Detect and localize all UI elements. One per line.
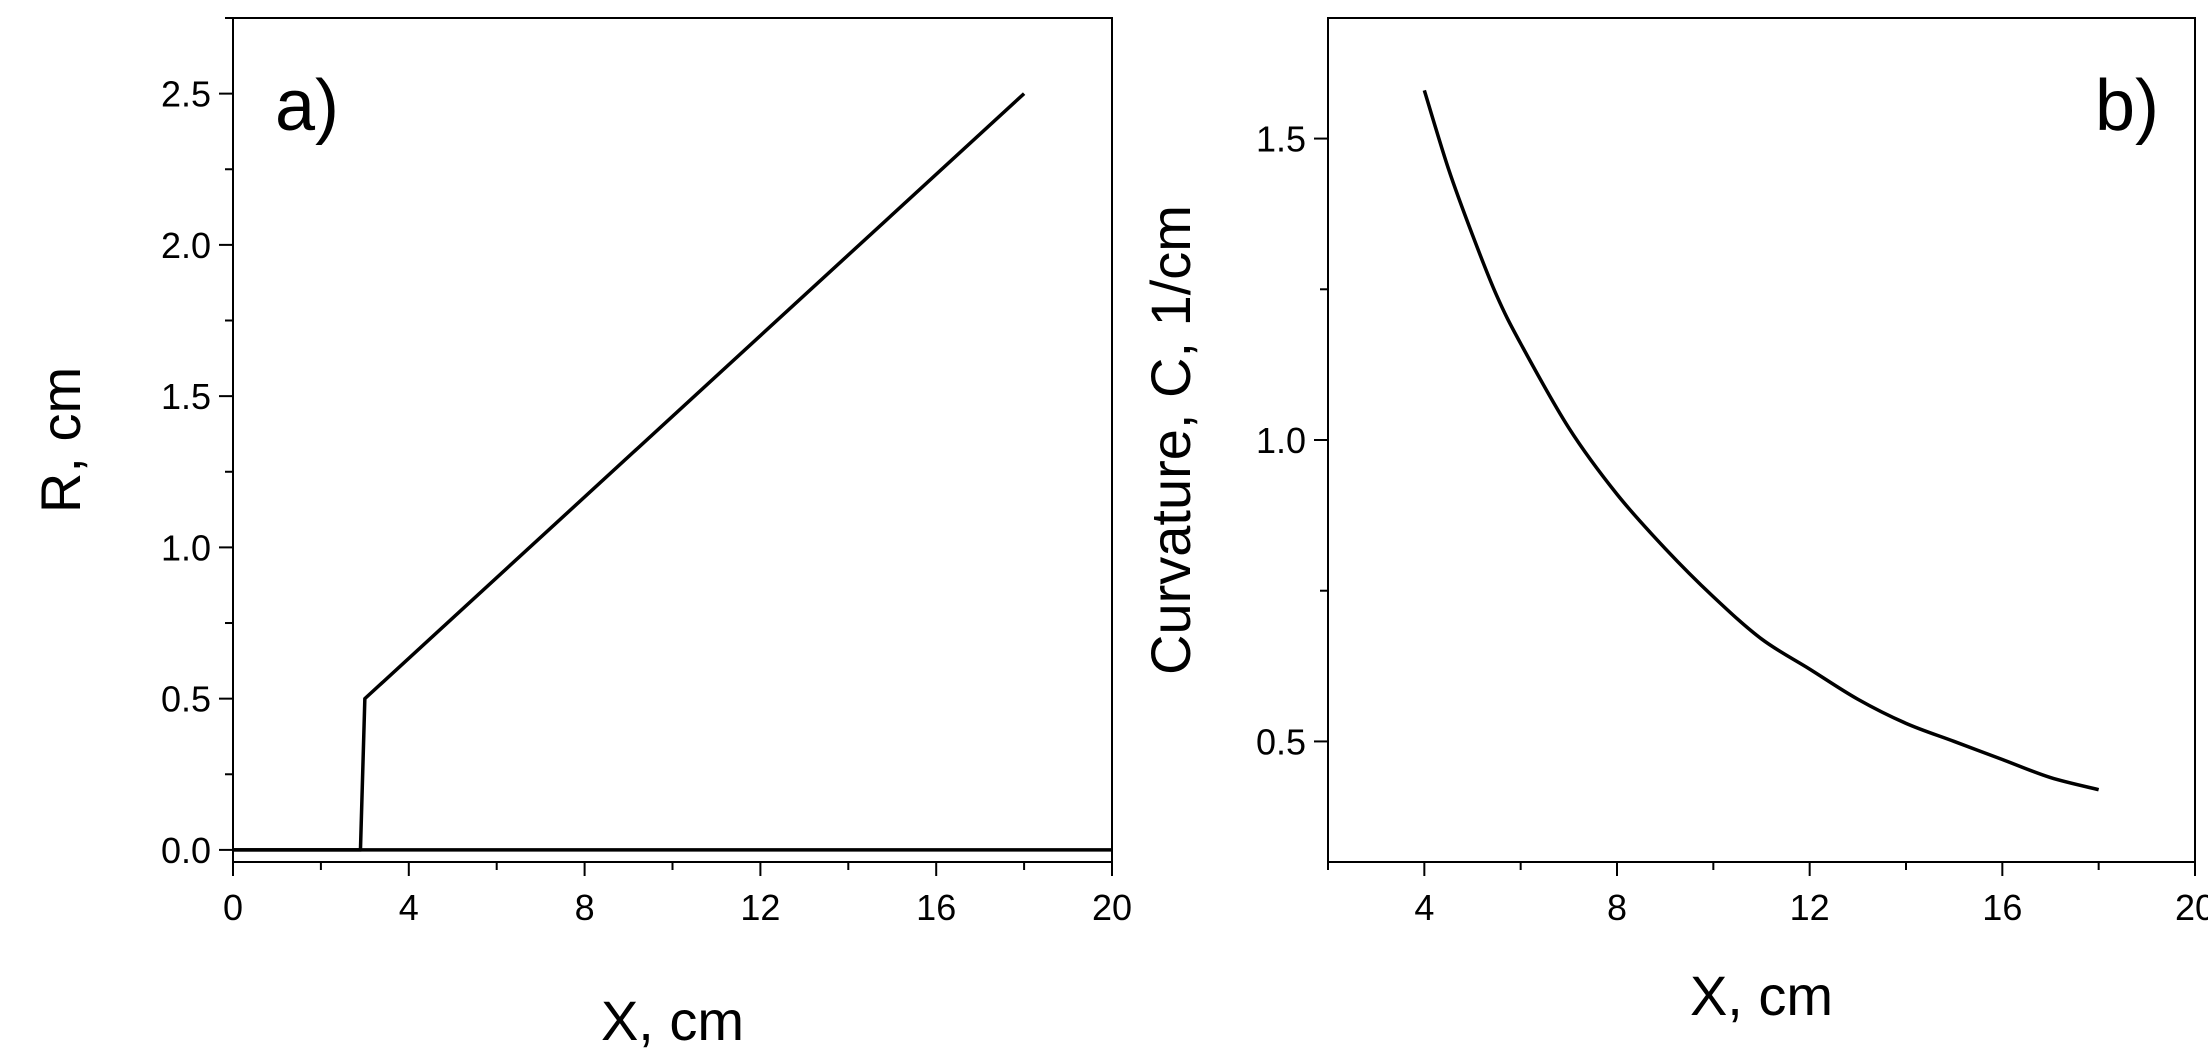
plot-frame [1327,17,2196,863]
y-tick-label: 0.0 [161,830,211,871]
y-tick-label: 1.5 [161,376,211,417]
x-tick-label: 12 [740,887,780,928]
y-axis-label: Curvature, C, 1/cm [1139,205,1202,675]
y-tick-label: 0.5 [1256,721,1306,762]
x-tick-label: 20 [2175,887,2208,928]
x-tick-label: 20 [1092,887,1132,928]
x-tick-label: 16 [916,887,956,928]
series-line-0 [1422,89,2100,792]
panel-label: a) [275,66,339,146]
y-tick-label: 2.0 [161,225,211,266]
x-tick-label: 8 [575,887,595,928]
panel-label: b) [2095,66,2159,146]
y-axis-label: R, cm [29,367,92,513]
y-tick-label: 2.5 [161,74,211,115]
series-line-0 [233,92,1026,852]
x-axis-label: X, cm [1690,964,1833,1027]
chart-panel-a: 0 4 8 12 16 20 0.0 0.5 1.0 1.5 2.0 2.5 X, cm R, cm a) [29,17,1132,1052]
x-axis-label: X, cm [601,989,744,1052]
x-tick-label: 0 [223,887,243,928]
x-tick-label: 4 [399,887,419,928]
y-tick-label: 0.5 [161,679,211,720]
chart-panel-b: 4 8 12 16 20 0.5 1.0 1.5 X, cm Curvature, C, 1/cm… [1139,17,2208,1027]
x-tick-label: 12 [1790,887,1830,928]
x-tick-label: 4 [1414,887,1434,928]
y-tick-label: 1.5 [1256,119,1306,160]
y-tick-label: 1.0 [161,527,211,568]
x-tick-label: 16 [1982,887,2022,928]
y-tick-label: 1.0 [1256,420,1306,461]
x-tick-label: 8 [1607,887,1627,928]
